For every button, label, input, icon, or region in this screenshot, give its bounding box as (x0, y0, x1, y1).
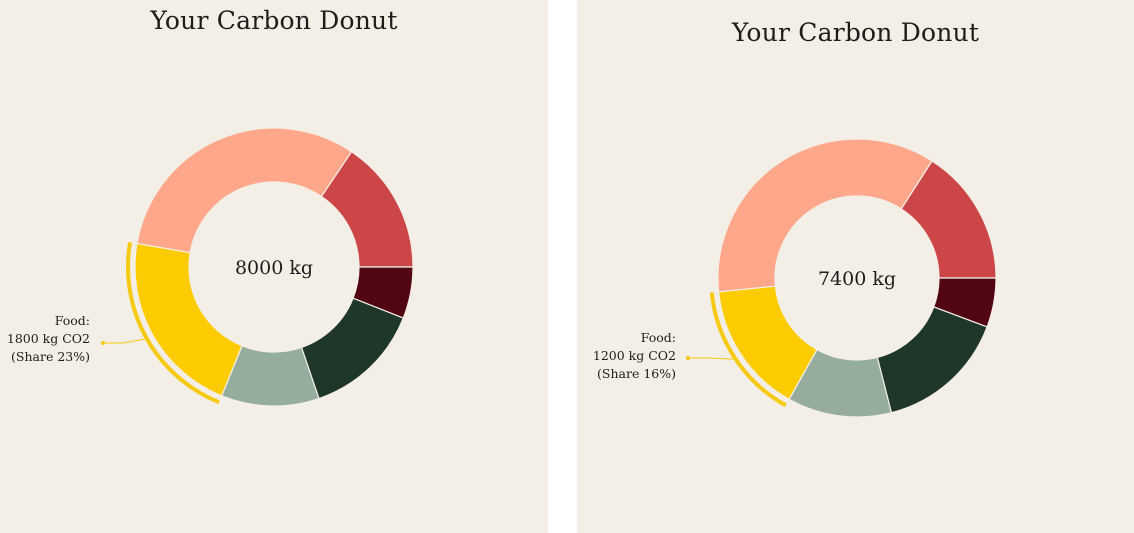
donut-segment-1[interactable] (717, 138, 933, 293)
donut-segment-1[interactable] (136, 127, 353, 254)
highlight-arc (709, 292, 787, 408)
carbon-donut-panel-right: Your Carbon Donut Food: 1200 kg CO2 (Share… (577, 0, 1134, 533)
callout-dot (101, 341, 105, 345)
donut-segment-4[interactable] (300, 297, 405, 400)
callout-text-line: (Share 16%) (597, 366, 676, 381)
donut-segment-food[interactable] (134, 242, 243, 397)
donut-chart-right: Food: 1200 kg CO2 (Share 16%) 7400 kg (593, 138, 997, 418)
callout-leader-line (688, 357, 734, 360)
callout-text-line: Food: (641, 330, 676, 345)
highlight-arc (126, 242, 220, 405)
callout-text-line: (Share 23%) (11, 349, 90, 364)
callout-text-line: 1200 kg CO2 (593, 348, 676, 363)
donut-segment-food[interactable] (718, 285, 818, 401)
donut-segment-4[interactable] (876, 306, 988, 414)
chart-title: Your Carbon Donut (731, 18, 980, 47)
donut-center-total: 8000 kg (235, 257, 313, 279)
callout-leader-line (103, 338, 145, 344)
callout-text-line: 1800 kg CO2 (7, 331, 90, 346)
callout-text-line: Food: (55, 313, 90, 328)
donut-center-total: 7400 kg (818, 268, 896, 290)
donut-chart-left: Food: 1800 kg CO2 (Share 23%) 8000 kg (7, 127, 414, 407)
chart-title: Your Carbon Donut (150, 6, 398, 35)
callout-dot (686, 356, 690, 360)
carbon-donut-panel-left: Your Carbon Donut Food: 1800 kg CO2 (Share… (0, 0, 548, 533)
